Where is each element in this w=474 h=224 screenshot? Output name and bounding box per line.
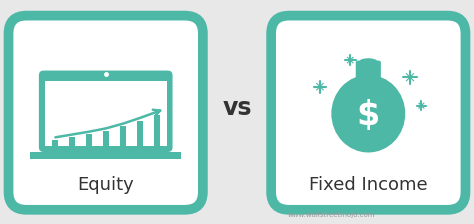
FancyBboxPatch shape bbox=[356, 61, 381, 82]
Text: $: $ bbox=[356, 99, 380, 131]
Text: Fixed Income: Fixed Income bbox=[309, 176, 428, 194]
Bar bbox=[137, 121, 143, 146]
Bar bbox=[154, 115, 160, 146]
FancyBboxPatch shape bbox=[9, 16, 203, 210]
Ellipse shape bbox=[359, 58, 377, 65]
FancyBboxPatch shape bbox=[45, 81, 167, 146]
Bar bbox=[120, 126, 126, 146]
Bar bbox=[103, 131, 109, 146]
Bar bbox=[52, 140, 58, 146]
Text: www.wallstreetmojo.com: www.wallstreetmojo.com bbox=[288, 213, 375, 218]
Text: vs: vs bbox=[222, 96, 252, 120]
FancyBboxPatch shape bbox=[39, 71, 173, 152]
FancyBboxPatch shape bbox=[271, 16, 465, 210]
Ellipse shape bbox=[331, 75, 405, 153]
Bar bbox=[69, 137, 75, 146]
Text: Equity: Equity bbox=[77, 176, 134, 194]
Bar bbox=[30, 152, 181, 159]
Bar bbox=[86, 134, 92, 146]
Bar bbox=[93, 153, 118, 158]
